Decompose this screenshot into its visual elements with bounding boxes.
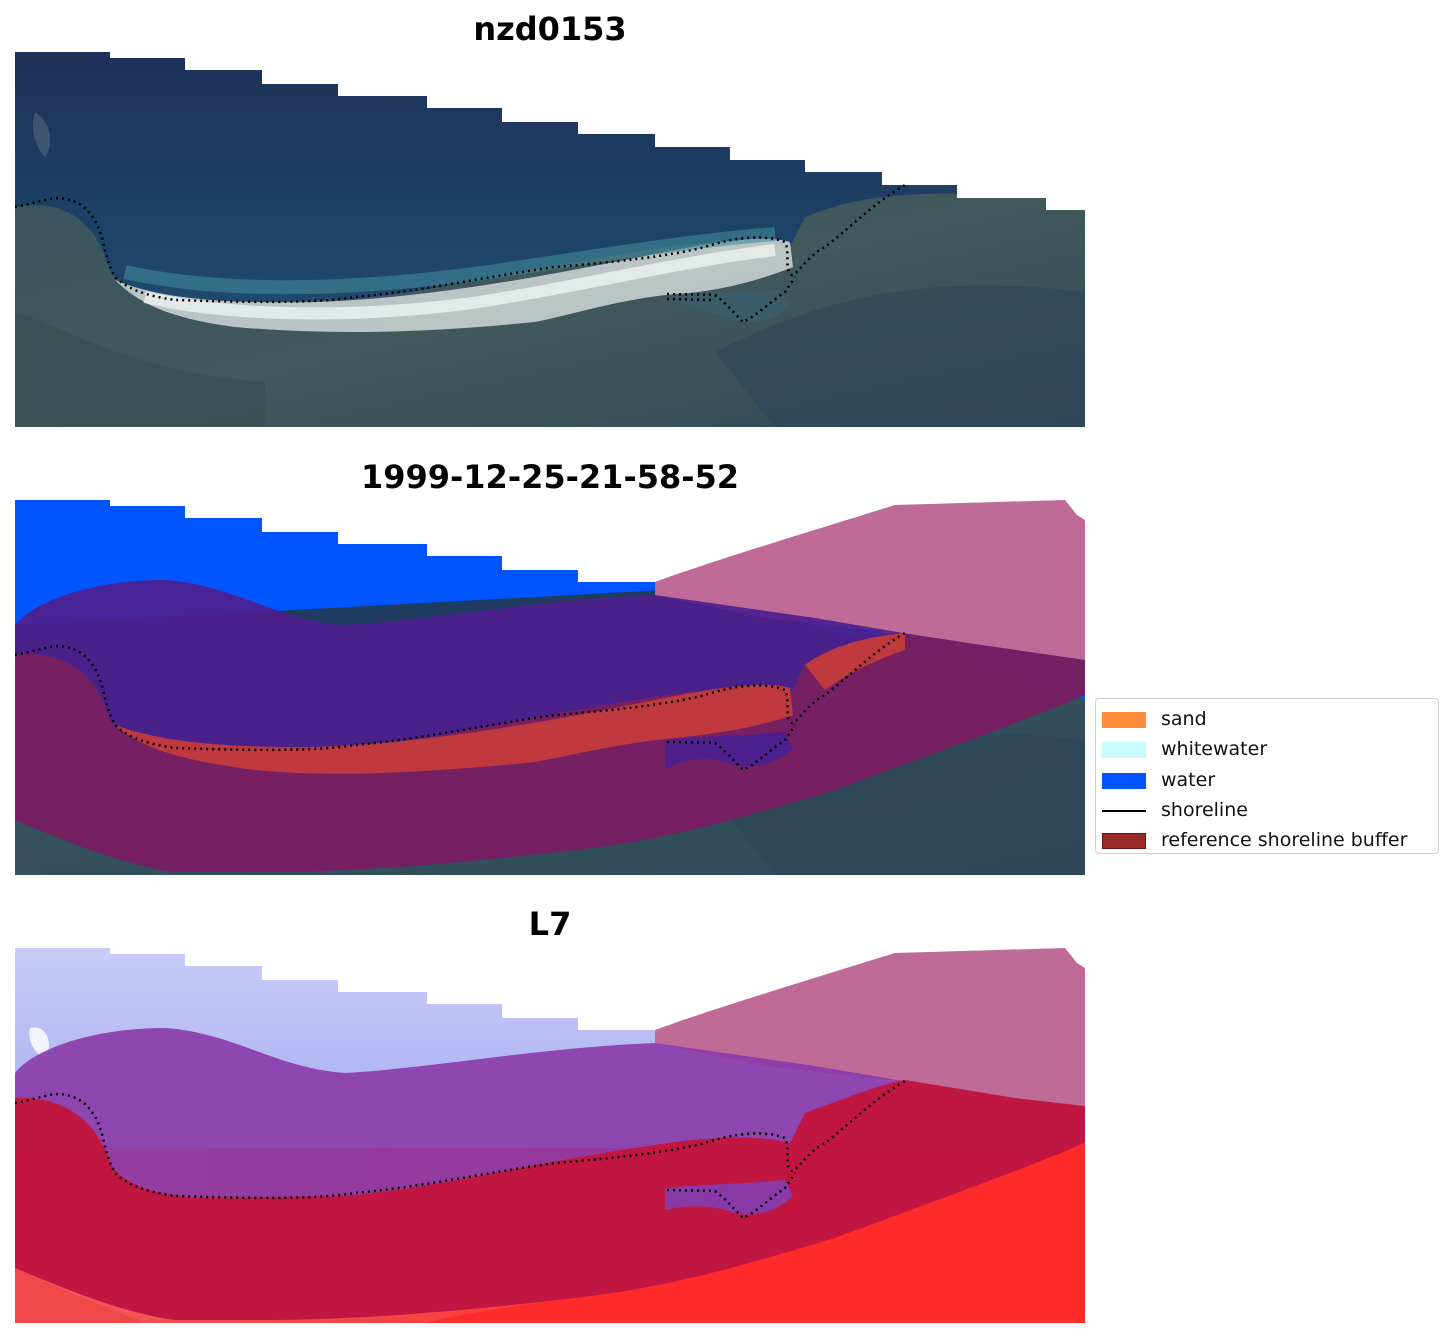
index-overlay-image <box>15 948 1085 1323</box>
legend-item-sand: sand <box>1096 705 1438 735</box>
legend-swatch-water <box>1102 772 1146 789</box>
legend-swatch-reference-buffer <box>1102 833 1146 850</box>
legend-item-reference-buffer: reference shoreline buffer <box>1096 826 1438 856</box>
panel-title-rgb: nzd0153 <box>473 10 627 48</box>
legend-swatch-shoreline <box>1102 809 1146 812</box>
panel-title-index: L7 <box>528 905 572 943</box>
panel-title-classification: 1999-12-25-21-58-52 <box>360 458 740 496</box>
legend-label-shoreline: shoreline <box>1161 798 1248 821</box>
legend-swatch-sand <box>1102 712 1146 728</box>
legend-label-reference-buffer: reference shoreline buffer <box>1161 829 1408 852</box>
legend: sand whitewater water shoreline referenc… <box>1095 698 1439 854</box>
legend-item-shoreline: shoreline <box>1096 796 1438 826</box>
legend-label-whitewater: whitewater <box>1161 738 1268 761</box>
legend-item-water: water <box>1096 766 1438 796</box>
satellite-rgb-image <box>15 52 1085 427</box>
legend-label-water: water <box>1161 768 1216 791</box>
classification-overlay-image <box>15 500 1085 875</box>
legend-label-sand: sand <box>1161 708 1207 730</box>
legend-item-whitewater: whitewater <box>1096 735 1438 765</box>
legend-swatch-whitewater <box>1102 742 1146 759</box>
